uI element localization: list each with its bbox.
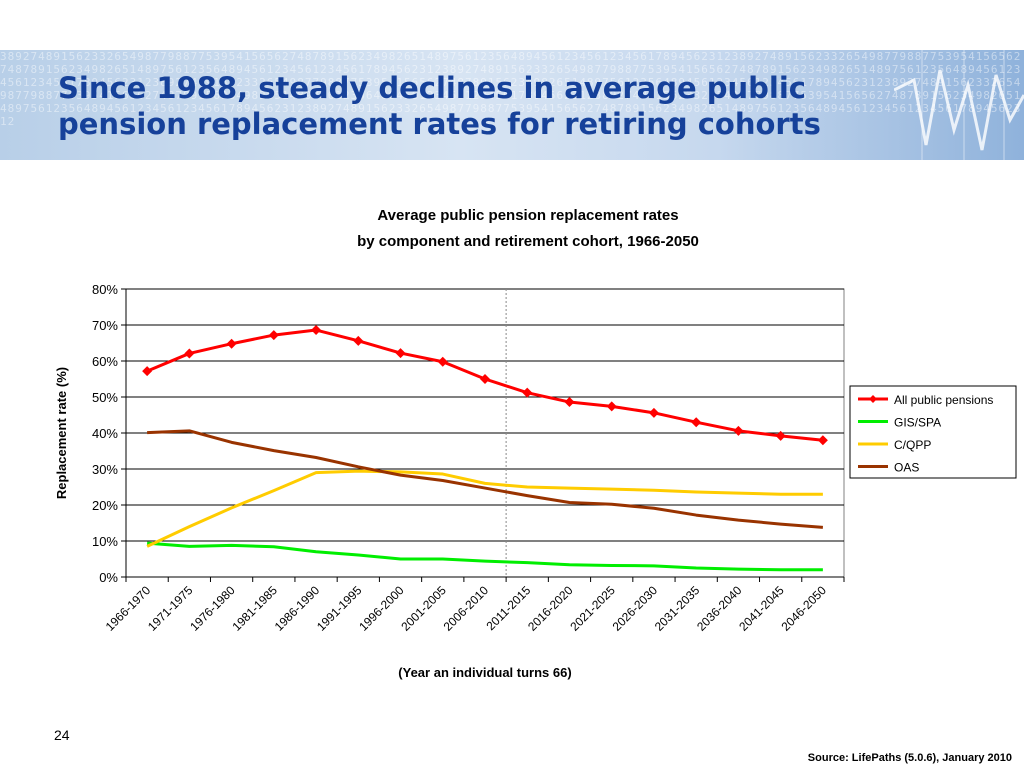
- y-axis-title: Replacement rate (%): [54, 367, 69, 499]
- data-point-all-public-pensions: [606, 401, 617, 412]
- chart-title: Average public pension replacement rates: [377, 207, 678, 224]
- x-tick-label: 2041-2045: [736, 583, 787, 634]
- data-point-all-public-pensions: [775, 430, 786, 441]
- slide-title-line-1: Since 1988, steady declines in average p…: [58, 71, 806, 105]
- x-tick-label: 1976-1980: [187, 583, 238, 634]
- source-note: Source: LifePaths (5.0.6), January 2010: [807, 752, 1012, 764]
- y-tick-label: 80%: [92, 282, 118, 297]
- data-point-all-public-pensions: [353, 335, 364, 346]
- x-tick-label: 2036-2040: [694, 583, 745, 634]
- legend-label-gis-spa: GIS/SPA: [894, 416, 941, 430]
- data-point-all-public-pensions: [817, 435, 828, 446]
- data-point-all-public-pensions: [226, 338, 237, 349]
- chart-subtitle: by component and retirement cohort, 1966…: [357, 233, 699, 250]
- data-point-all-public-pensions: [648, 407, 659, 418]
- x-tick-label: 2006-2010: [441, 583, 492, 634]
- data-point-all-public-pensions: [691, 417, 702, 428]
- y-tick-label: 50%: [92, 390, 118, 405]
- slide-title: Since 1988, steady declines in average p…: [58, 70, 938, 142]
- x-tick-label: 2026-2030: [610, 583, 661, 634]
- data-point-all-public-pensions: [564, 397, 575, 408]
- x-tick-label: 2046-2050: [779, 583, 830, 634]
- legend-label-oas: OAS: [894, 461, 919, 475]
- x-tick-label: 2016-2020: [525, 583, 576, 634]
- series-line-c-qpp: [146, 469, 823, 548]
- data-point-all-public-pensions: [437, 356, 448, 367]
- y-tick-label: 40%: [92, 426, 118, 441]
- x-tick-label: 1991-1995: [314, 583, 365, 634]
- series-line-oas: [147, 429, 823, 529]
- legend-box: [849, 385, 1017, 479]
- y-tick-label: 30%: [92, 462, 118, 477]
- legend-marker-all-public-pensions: [869, 395, 877, 403]
- y-tick-label: 10%: [92, 534, 118, 549]
- slide-number: 24: [54, 727, 70, 743]
- banner-wave-graphic: [894, 50, 1024, 160]
- data-point-all-public-pensions: [268, 330, 279, 341]
- slide-title-line-2: pension replacement rates for retiring c…: [58, 107, 821, 141]
- x-tick-label: 2001-2005: [398, 583, 449, 634]
- data-point-all-public-pensions: [733, 425, 744, 436]
- legend-label-all-public-pensions: All public pensions: [894, 393, 993, 407]
- data-point-all-public-pensions: [480, 374, 490, 384]
- banner-digit-pattern: 3892748915623326549877988775395415656274…: [0, 50, 1022, 128]
- title-banner: 3892748915623326549877988775395415656274…: [0, 50, 1024, 160]
- x-tick-label: 2031-2035: [652, 583, 703, 634]
- x-tick-label: 1981-1985: [229, 583, 280, 634]
- data-point-all-public-pensions: [142, 366, 153, 377]
- y-tick-label: 20%: [92, 498, 118, 513]
- legend-label-c-qpp: C/QPP: [894, 438, 931, 452]
- x-tick-label: 1971-1975: [145, 583, 196, 634]
- y-tick-label: 60%: [92, 354, 118, 369]
- x-tick-label: 2021-2025: [567, 583, 618, 634]
- data-point-all-public-pensions: [311, 325, 322, 336]
- data-point-all-public-pensions: [522, 387, 533, 398]
- y-tick-label: 0%: [99, 570, 118, 585]
- x-tick-label: 1966-1970: [103, 583, 154, 634]
- x-tick-label: 1986-1990: [272, 583, 323, 634]
- x-axis-title: (Year an individual turns 66): [398, 665, 571, 680]
- y-tick-label: 70%: [92, 318, 118, 333]
- series-line-gis-spa: [147, 541, 823, 572]
- data-point-all-public-pensions: [395, 348, 406, 359]
- x-tick-label: 1996-2000: [356, 583, 407, 634]
- data-point-all-public-pensions: [184, 348, 195, 359]
